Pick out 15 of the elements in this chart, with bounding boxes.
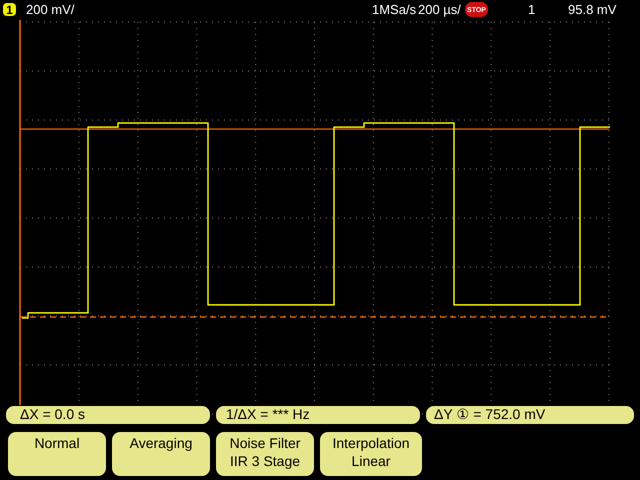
text: Normal [34,435,80,451]
text: 1MSa/s [372,2,417,17]
text: Noise Filter [230,435,301,451]
text: 1 [6,3,14,17]
text: 1 [528,2,536,17]
text: 200 mV/ [26,2,75,17]
text: 95.8 mV [568,2,617,17]
text: ΔX = 0.0 s [20,406,85,422]
text: 1/ΔX = *** Hz [226,406,310,422]
text: Interpolation [332,435,410,451]
text: Linear [352,453,391,469]
text: 200 µs/ [418,2,462,17]
text: Averaging [130,435,192,451]
text: IIR 3 Stage [230,453,300,469]
text: ΔY ① = 752.0 mV [434,406,546,422]
